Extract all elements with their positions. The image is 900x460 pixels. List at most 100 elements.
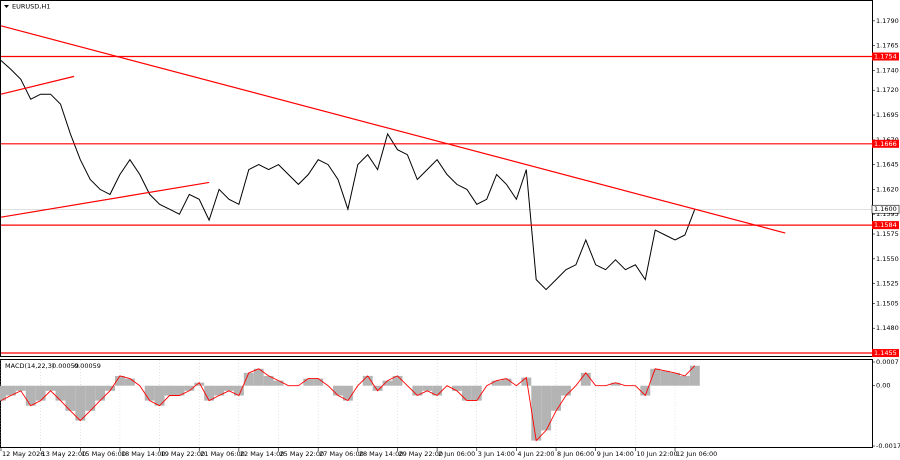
current-price-label: 1.1600 <box>874 205 897 213</box>
trendline <box>0 181 210 218</box>
y-tick-label: 1.1525 <box>876 280 899 288</box>
macd-frame <box>0 359 873 448</box>
chart-title: EURUSD,H1 <box>12 3 50 11</box>
y-tick-label: -0.00178 <box>876 442 900 450</box>
macd-bar <box>382 380 393 386</box>
macd-bar <box>461 385 472 401</box>
macd-bar <box>263 375 274 386</box>
x-tick-label: 9 Jun 14:00 <box>597 450 634 458</box>
macd-bar <box>114 375 125 386</box>
x-tick-label: 28 May 14:00 <box>359 450 404 458</box>
level-label: 1.1754 <box>874 53 897 61</box>
macd-bar <box>342 385 353 401</box>
macd-bar <box>45 385 56 391</box>
macd-bar <box>65 385 76 411</box>
y-tick-label: 0.0007 <box>876 358 899 366</box>
macd-bar <box>640 385 651 396</box>
y-tick-label: 1.1740 <box>876 66 899 74</box>
macd-bar <box>451 385 462 391</box>
y-tick-label: 0.00 <box>876 382 890 390</box>
level-label-box <box>872 349 899 358</box>
macd-bar <box>412 385 423 396</box>
x-tick-label: 8 Jun 06:00 <box>557 450 594 458</box>
macd-bar <box>164 385 175 396</box>
level-label: 1.1584 <box>874 221 897 229</box>
macd-bar <box>610 382 621 386</box>
macd-bar <box>0 385 6 401</box>
macd-value: 0.00059 <box>52 362 79 370</box>
macd-bar <box>422 385 433 391</box>
macd-bar <box>124 378 135 386</box>
x-tick-label: 21 May 06:00 <box>200 450 245 458</box>
y-tick-label: 1.1550 <box>876 255 899 263</box>
macd-bar <box>35 385 46 401</box>
level-label: 1.1455 <box>874 349 897 357</box>
current-price-box <box>871 204 900 214</box>
x-tick-label: 12 Jun 06:00 <box>676 450 717 458</box>
macd-bar <box>679 375 690 386</box>
macd-bar <box>491 380 502 386</box>
macd-bar <box>25 385 36 406</box>
macd-bar <box>551 385 562 411</box>
y-tick-label: 1.1765 <box>876 42 899 50</box>
macd-bar <box>224 385 234 391</box>
main-frame <box>0 0 873 357</box>
macd-bar <box>184 385 195 391</box>
level-label-box <box>872 139 899 148</box>
x-tick-label: 13 May 22:00 <box>42 450 87 458</box>
macd-bar <box>521 377 532 386</box>
macd-bar <box>5 385 16 396</box>
macd-bar <box>75 385 86 421</box>
macd-bar <box>541 385 552 431</box>
macd-bar <box>233 385 244 396</box>
macd-bar <box>15 385 26 391</box>
y-tick-label: 1.1505 <box>876 299 899 307</box>
y-tick-label: 1.1480 <box>876 324 899 332</box>
macd-bar <box>471 385 482 401</box>
macd-title: MACD(14,22,3) <box>5 362 54 370</box>
y-tick-label: 1.1695 <box>876 111 899 119</box>
x-tick-label: 25 May 22:00 <box>280 450 325 458</box>
y-tick-label: 1.1575 <box>876 230 899 238</box>
macd-signal-value: 0.00059 <box>74 362 101 370</box>
x-tick-label: 4 Jun 22:00 <box>517 450 554 458</box>
macd-bar <box>670 372 680 386</box>
x-tick-label: 18 May 14:00 <box>121 450 166 458</box>
macd-signal-line <box>0 365 696 442</box>
macd-bar <box>689 365 700 386</box>
trendline <box>0 25 786 234</box>
macd-bar <box>154 385 165 406</box>
x-tick-label: 22 May 14:00 <box>240 450 285 458</box>
level-label-box <box>872 52 899 61</box>
macd-bar <box>362 375 373 386</box>
macd-bar <box>333 385 343 396</box>
macd-bar <box>313 378 324 386</box>
macd-bar <box>580 372 591 386</box>
macd-bar <box>95 385 106 401</box>
macd-bar <box>243 372 254 386</box>
y-tick-label: 1.1620 <box>876 185 899 193</box>
level-label-box <box>872 221 899 230</box>
macd-bar <box>105 385 115 391</box>
x-tick-label: 10 Jun 22:00 <box>636 450 677 458</box>
level-label: 1.1666 <box>874 140 897 148</box>
x-tick-label: 29 May 22:00 <box>398 450 443 458</box>
macd-bar <box>194 382 205 386</box>
price-line <box>0 60 696 291</box>
macd-bar <box>273 380 284 386</box>
macd-bar <box>253 368 264 386</box>
macd-bar <box>372 385 383 391</box>
y-tick-label: 1.1790 <box>876 17 899 25</box>
trendline <box>0 75 75 95</box>
macd-bar <box>392 375 403 386</box>
macd-bar <box>204 385 215 401</box>
macd-bar <box>55 385 66 401</box>
x-tick-label: 2 Jun 06:00 <box>438 450 475 458</box>
x-tick-label: 27 May 06:00 <box>319 450 364 458</box>
y-tick-label: 1.1720 <box>876 86 899 94</box>
y-tick-label: 1.1595 <box>876 210 899 218</box>
macd-bar <box>85 385 96 411</box>
macd-bar <box>531 385 542 441</box>
